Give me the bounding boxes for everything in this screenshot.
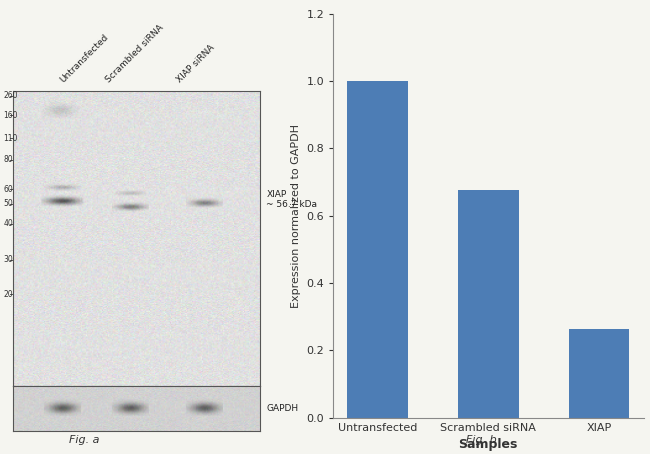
Text: 110: 110 bbox=[3, 133, 18, 143]
Text: GAPDH: GAPDH bbox=[266, 404, 298, 413]
Text: Untransfected: Untransfected bbox=[58, 32, 110, 84]
Text: 60: 60 bbox=[3, 185, 13, 194]
X-axis label: Samples: Samples bbox=[459, 438, 518, 451]
Text: Fig. b: Fig. b bbox=[465, 435, 497, 445]
Bar bbox=[347, 81, 408, 418]
Text: 260: 260 bbox=[3, 91, 18, 100]
Text: XIAP siRNA: XIAP siRNA bbox=[176, 43, 217, 84]
Text: 20: 20 bbox=[3, 290, 13, 299]
Text: XIAP
~ 56.7 kDa: XIAP ~ 56.7 kDa bbox=[266, 190, 317, 209]
Text: Fig. a: Fig. a bbox=[70, 435, 99, 445]
Text: 80: 80 bbox=[3, 155, 13, 164]
Bar bbox=[458, 190, 519, 418]
Text: Scrambled siRNA: Scrambled siRNA bbox=[104, 23, 165, 84]
Text: 40: 40 bbox=[3, 219, 13, 228]
Bar bbox=[569, 330, 629, 418]
Y-axis label: Expression normalized to GAPDH: Expression normalized to GAPDH bbox=[291, 123, 301, 308]
Text: 50: 50 bbox=[3, 199, 13, 208]
Text: 160: 160 bbox=[3, 111, 18, 120]
Text: 30: 30 bbox=[3, 256, 13, 265]
